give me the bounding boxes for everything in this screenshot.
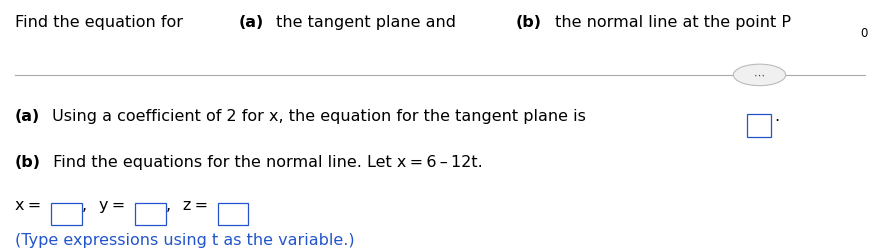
Text: Using a coefficient of 2 for x, the equation for the tangent plane is: Using a coefficient of 2 for x, the equa… [47, 109, 586, 124]
Text: (a): (a) [238, 15, 263, 29]
Text: the tangent plane and: the tangent plane and [271, 15, 461, 29]
Text: ,: , [165, 197, 171, 212]
Text: .: . [774, 109, 780, 124]
Text: x =: x = [15, 197, 41, 212]
Ellipse shape [733, 65, 786, 86]
Text: y =: y = [98, 197, 125, 212]
Text: (Type expressions using t as the variable.): (Type expressions using t as the variabl… [15, 233, 354, 247]
Text: z =: z = [183, 197, 208, 212]
Text: (a): (a) [15, 109, 40, 124]
Text: Find the equation for: Find the equation for [15, 15, 188, 29]
FancyBboxPatch shape [747, 115, 771, 137]
Text: (b): (b) [517, 15, 542, 29]
FancyBboxPatch shape [218, 203, 248, 226]
Text: ,: , [82, 197, 87, 212]
FancyBboxPatch shape [135, 203, 165, 226]
Text: (b): (b) [15, 154, 41, 169]
Text: the normal line at the point P: the normal line at the point P [550, 15, 791, 29]
Text: Find the equations for the normal line. Let x = 6 – 12t.: Find the equations for the normal line. … [49, 154, 483, 169]
FancyBboxPatch shape [51, 203, 82, 226]
Text: 0: 0 [861, 26, 868, 40]
Text: ⋯: ⋯ [754, 71, 765, 81]
